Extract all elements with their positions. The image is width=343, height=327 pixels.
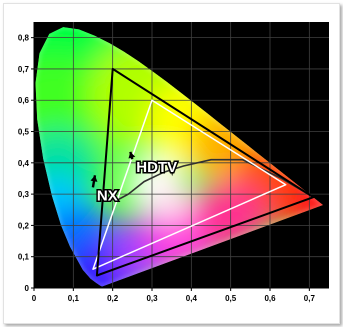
x-tick-label: 0,7 <box>304 294 316 303</box>
gamut-triangle-hdtv <box>92 99 287 270</box>
x-tick-label: 0,5 <box>225 294 237 303</box>
y-tick-label: 0,7 <box>18 65 30 74</box>
chromaticity-plot: HDTV NX 0 0,1 0,2 0,3 0,4 0,5 0,6 0,7 0 0,1 0,2 0,3… <box>18 22 329 303</box>
planckian-locus <box>116 158 314 202</box>
color-blob-15 <box>151 180 192 221</box>
annotation-label-hdtv: HDTV <box>136 159 177 176</box>
x-tick-label: 0,4 <box>186 294 198 303</box>
planckian-locus-line <box>116 158 314 202</box>
x-tick-label: 0 <box>32 294 37 303</box>
diagram-frame: HDTV NX 0 0,1 0,2 0,3 0,4 0,5 0,6 0,7 0 0,1 0,2 0,3… <box>3 3 340 324</box>
y-tick-label: 0,8 <box>18 34 30 43</box>
gamut-triangle-nx <box>95 67 315 277</box>
annotations: HDTV NX <box>90 151 179 206</box>
y-tick-label: 0,3 <box>18 190 30 199</box>
gamut-triangles <box>92 67 315 277</box>
annotation-arrowhead-1 <box>90 175 98 182</box>
y-tick-label: 0,4 <box>18 159 30 168</box>
x-tick-label: 0,1 <box>68 294 80 303</box>
y-tick-label: 0,2 <box>18 221 30 230</box>
y-tick-label: 0 <box>25 284 30 293</box>
y-tick-label: 0,6 <box>18 96 30 105</box>
axes <box>33 22 329 289</box>
x-axis-ticks: 0 0,1 0,2 0,3 0,4 0,5 0,6 0,7 <box>32 288 316 303</box>
x-tick-label: 0,3 <box>146 294 158 303</box>
grid <box>34 22 329 288</box>
y-tick-label: 0,5 <box>18 128 30 137</box>
x-tick-label: 0,2 <box>107 294 119 303</box>
annotation-arrowhead-0 <box>128 151 136 159</box>
y-tick-label: 0,1 <box>18 253 30 262</box>
y-axis-ticks: 0 0,1 0,2 0,3 0,4 0,5 0,6 0,7 0,8 <box>18 34 34 293</box>
x-tick-label: 0,6 <box>264 294 276 303</box>
annotation-label-nx: NX <box>97 187 118 204</box>
